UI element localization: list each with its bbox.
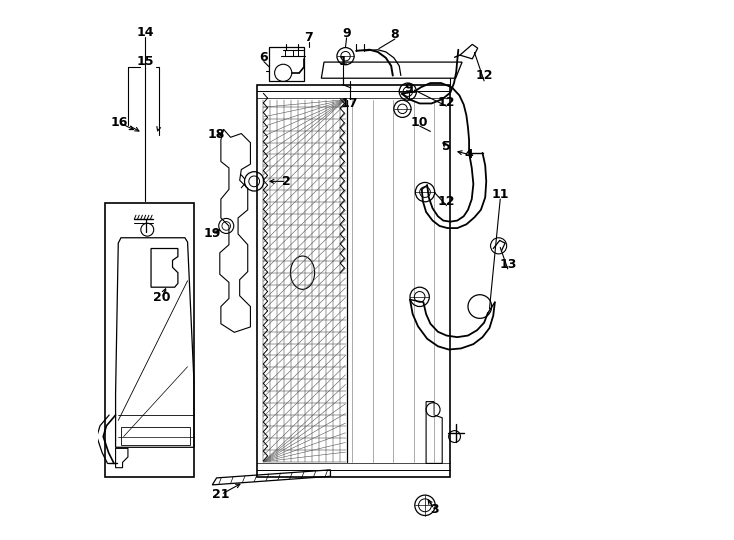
Text: 15: 15 xyxy=(137,55,154,68)
Text: 4: 4 xyxy=(465,148,473,161)
Text: 21: 21 xyxy=(212,488,230,501)
Text: 5: 5 xyxy=(442,140,451,153)
Text: 12: 12 xyxy=(437,195,455,208)
Text: 2: 2 xyxy=(282,175,291,188)
Text: 11: 11 xyxy=(492,188,509,201)
Text: 14: 14 xyxy=(137,26,154,39)
Text: 18: 18 xyxy=(208,128,225,141)
Text: 13: 13 xyxy=(499,258,517,271)
Text: 12: 12 xyxy=(437,96,455,109)
Text: 6: 6 xyxy=(260,51,268,64)
Text: 12: 12 xyxy=(476,69,493,82)
Text: 7: 7 xyxy=(305,31,313,44)
Text: 9: 9 xyxy=(342,27,351,40)
Text: 20: 20 xyxy=(153,292,170,305)
Text: 3: 3 xyxy=(430,503,438,516)
Text: 9: 9 xyxy=(404,82,413,95)
Text: 19: 19 xyxy=(203,227,221,240)
Text: 1: 1 xyxy=(338,55,347,68)
Text: 8: 8 xyxy=(390,28,399,41)
Text: 10: 10 xyxy=(411,116,429,129)
Text: 16: 16 xyxy=(110,116,128,129)
Text: 17: 17 xyxy=(341,97,358,110)
